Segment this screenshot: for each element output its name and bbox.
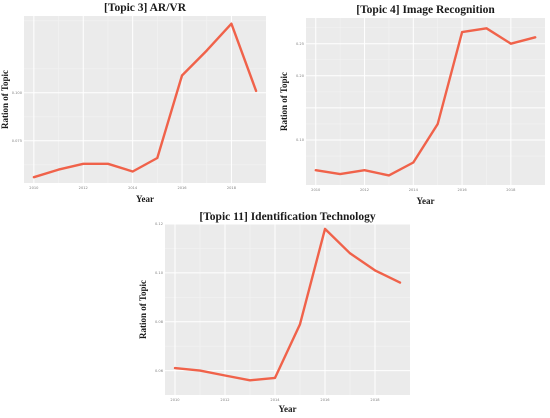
chart-title: [Topic 11] Identification Technology [199,211,376,223]
data-point [249,379,251,382]
y-tick-label: 0.10 [296,138,305,142]
series-line [32,22,258,179]
x-tick-label: 2016 [177,186,187,190]
plot-background [306,18,545,185]
chart-svg: 2010 2012 2014 2016 2018 0.06 0.08 0.10 0.12 [Top… [138,211,410,414]
x-tick-label: 2014 [270,398,280,402]
x-axis-title: Year [417,196,435,206]
x-tick-label: 2016 [458,188,468,192]
data-point [314,169,317,172]
data-point [374,269,376,272]
x-tick-label: 2014 [128,186,138,190]
y-tick-label: 0.20 [296,74,305,78]
data-point [230,22,233,25]
x-tick-label: 2012 [79,186,88,190]
data-point [181,74,183,77]
data-point [349,252,351,255]
data-point [412,161,415,164]
y-tick-label: 0.10 [155,271,164,275]
series-line [314,27,537,177]
y-axis-title: Ration of Topic [0,70,10,129]
x-tick-label: 2018 [506,188,516,192]
data-point [131,170,134,173]
chart-topic4-image-recognition: 2010 2012 2014 2016 2018 0.10 0.20 0.25 [Topic 4… [275,0,547,207]
y-axis-title: Ration of Topic [138,280,148,339]
chart-title: [Topic 3] AR/VR [104,2,187,14]
data-point [255,89,258,92]
plot-background [24,16,266,183]
y-tick-label: 0.25 [296,42,304,46]
chart-svg: 2010 2012 2014 2016 2018 0.10 0.20 0.25 [Topic 4… [279,4,545,206]
data-point [436,123,439,125]
x-tick-label: 2012 [360,188,369,192]
chart-title: [Topic 4] Image Recognition [356,4,495,16]
data-point [57,168,60,171]
x-tick-label: 2012 [220,398,229,402]
chart-topic3-ar-vr: 2010 2012 2014 2016 2018 0.075 0.100 [Topic 3] … [0,0,268,207]
data-point [388,174,390,177]
data-point [339,173,342,175]
y-axis-title: Ration of Topic [279,72,289,131]
y-tick-label: 0.08 [155,320,164,324]
data-point [107,162,109,165]
y-tick-label: 0.06 [155,369,164,373]
data-point [199,369,201,372]
data-point [534,36,537,39]
data-point [174,367,176,370]
y-tick-label: 0.075 [12,139,22,143]
x-axis-title: Year [136,194,154,204]
plot-background [165,224,410,395]
x-tick-label: 2010 [311,188,321,192]
data-point [461,31,463,34]
chart-topic11-identification-technology: 2010 2012 2014 2016 2018 0.06 0.08 0.10 0.12 [Top… [130,207,413,416]
x-tick-label: 2016 [320,398,330,402]
x-tick-label: 2010 [29,186,39,190]
data-point [363,169,366,172]
x-tick-label: 2018 [370,398,380,402]
data-point [324,227,326,230]
data-point [299,323,301,326]
data-point [156,157,159,159]
data-point [205,49,208,52]
y-tick-label: 0.100 [12,91,23,95]
data-point [274,377,276,379]
y-tick-label: 0.12 [155,222,163,226]
data-point [32,176,35,179]
x-tick-label: 2014 [409,188,419,192]
chart-svg: 2010 2012 2014 2016 2018 0.075 0.100 [Topic 3] … [0,2,266,204]
x-axis-title: Year [279,404,297,414]
data-point [399,281,401,284]
data-point [82,162,85,165]
data-point [224,374,226,377]
x-tick-label: 2010 [170,398,180,402]
data-point [485,27,488,30]
data-point [509,42,512,45]
x-tick-label: 2018 [227,186,237,190]
series-line [173,227,402,382]
